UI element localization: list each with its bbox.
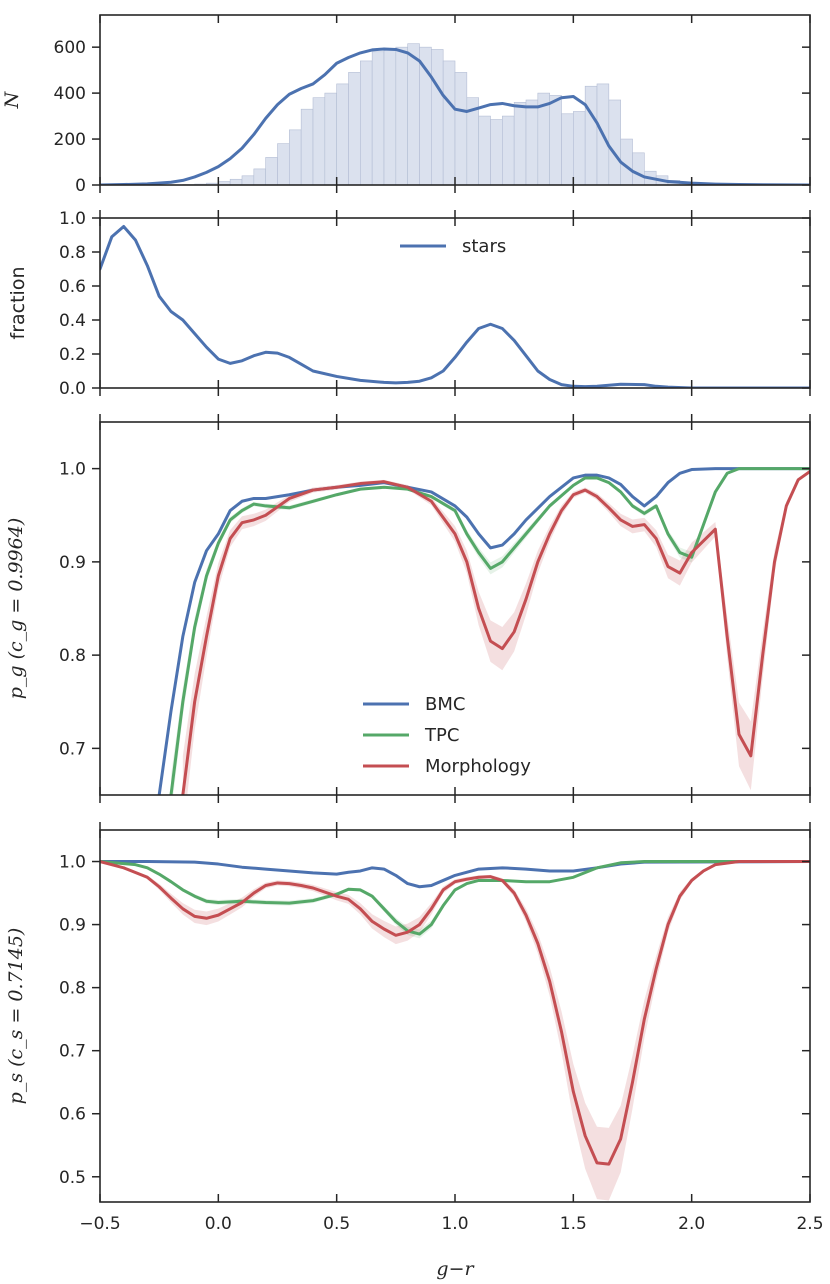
histogram-bar xyxy=(632,152,645,185)
morphology-confidence-band xyxy=(100,860,810,1201)
y-tick-label: 0.6 xyxy=(59,1105,86,1125)
series-line-tpc xyxy=(100,860,810,936)
x-axis-label: g−r xyxy=(436,1258,475,1280)
morphology-confidence-band xyxy=(182,469,810,795)
y-tick-label: 400 xyxy=(54,84,86,104)
tpc-confidence-band xyxy=(100,860,810,939)
histogram-bar xyxy=(525,99,539,185)
axes-frame xyxy=(99,829,811,1203)
histogram-bar xyxy=(229,178,243,185)
histogram-bar xyxy=(241,175,255,185)
plot-area-fraction xyxy=(100,225,810,388)
y-tick-label: 0.9 xyxy=(59,553,86,573)
histogram-bar xyxy=(513,101,527,185)
histogram-bar xyxy=(360,60,373,185)
y-tick-label: 0.8 xyxy=(59,243,86,263)
x-tick-label: 1.0 xyxy=(441,1214,468,1234)
histogram-bar xyxy=(561,113,574,185)
x-tick-label: 0.5 xyxy=(323,1214,350,1234)
y-tick-label: 0.7 xyxy=(59,1042,86,1062)
series-line-morphology xyxy=(181,469,810,795)
histogram-bar xyxy=(549,95,562,185)
y-tick-label: 0 xyxy=(75,176,86,196)
histogram-bar xyxy=(336,83,349,185)
plot-area-counts xyxy=(100,43,810,185)
y-tick-label: 0.6 xyxy=(59,277,86,297)
histogram-bar xyxy=(442,60,456,185)
histogram-bar xyxy=(312,97,326,185)
histogram-bar xyxy=(289,129,302,185)
panel-fraction: 0.0 0.2 0.4 0.6 0.8 1.0 fraction stars xyxy=(7,209,811,399)
y-tick-label: 0.8 xyxy=(59,979,86,999)
y-tick-label: 0.7 xyxy=(59,739,86,759)
histogram-bar xyxy=(253,168,266,185)
series-line-bmc xyxy=(100,860,810,889)
histogram-bar xyxy=(407,43,420,185)
series-line-bmc xyxy=(157,467,810,795)
series-line-morphology xyxy=(100,860,810,1166)
legend-label-tpc: TPC xyxy=(424,725,459,746)
histogram-bar xyxy=(584,85,598,185)
legend: stars xyxy=(400,236,506,257)
histogram-bar xyxy=(573,111,586,185)
histogram-bar xyxy=(490,119,503,185)
y-tick-label: 1.0 xyxy=(59,209,86,229)
panel-counts: 0 200 400 600 N xyxy=(1,14,811,196)
histogram-bar xyxy=(324,92,337,185)
histogram-bar xyxy=(348,72,361,185)
y-axis-label: p_g (c_g = 0.9964) xyxy=(5,518,27,699)
axes-frame xyxy=(99,217,811,389)
y-tick-label: 0.9 xyxy=(59,916,86,936)
y-tick-label: 200 xyxy=(54,130,86,150)
histogram-bar xyxy=(454,72,468,185)
histogram-bar xyxy=(395,46,408,185)
y-axis-label: N xyxy=(1,90,23,109)
histogram-bar xyxy=(502,115,515,185)
y-axis-label: fraction xyxy=(7,267,29,340)
histogram-bar xyxy=(265,157,278,185)
series-line-stars xyxy=(100,225,810,388)
panel-pg: 0.7 0.8 0.9 1.0 p_g (c_g = 0.9964) BMC TPC Morp… xyxy=(5,414,811,803)
series-line-n xyxy=(100,47,810,185)
y-tick-label: 0.5 xyxy=(59,1168,86,1188)
y-tick-label: 1.0 xyxy=(59,853,86,873)
histogram-bar xyxy=(431,49,444,185)
plot-area-ps xyxy=(100,860,810,1201)
series-line-tpc xyxy=(169,467,810,795)
y-tick-label: 600 xyxy=(54,38,86,58)
histogram-bar xyxy=(371,51,385,185)
y-tick-label: 1.0 xyxy=(59,460,86,480)
y-tick-label: 0.0 xyxy=(59,379,86,399)
histogram-bar xyxy=(478,115,491,185)
histogram-bar xyxy=(383,49,397,185)
histogram-bar xyxy=(277,143,290,185)
x-tick-label: 0.0 xyxy=(205,1214,232,1234)
y-axis-label: p_s (c_s = 0.7145) xyxy=(5,928,27,1105)
y-tick-label: 0.4 xyxy=(59,311,86,331)
legend-label-bmc: BMC xyxy=(425,694,465,715)
x-tick-label: −0.5 xyxy=(79,1214,120,1234)
legend-label-stars: stars xyxy=(462,236,506,257)
panel-ps: −0.5 0.0 0.5 1.0 1.5 2.0 2.5 0.5 0.6 0.7 0.8 0.9 1.0… xyxy=(5,822,824,1234)
y-tick-label: 0.2 xyxy=(59,345,86,365)
plot-area-pg xyxy=(157,467,810,795)
x-tick-label: 2.5 xyxy=(796,1214,823,1234)
legend: BMC TPC Morphology xyxy=(363,694,531,777)
x-tick-label: 2.0 xyxy=(678,1214,705,1234)
legend-label-morphology: Morphology xyxy=(425,756,531,777)
histogram-bar xyxy=(608,99,621,185)
x-tick-label: 1.5 xyxy=(560,1214,587,1234)
histogram-bar xyxy=(300,108,314,185)
y-tick-label: 0.8 xyxy=(59,646,86,666)
